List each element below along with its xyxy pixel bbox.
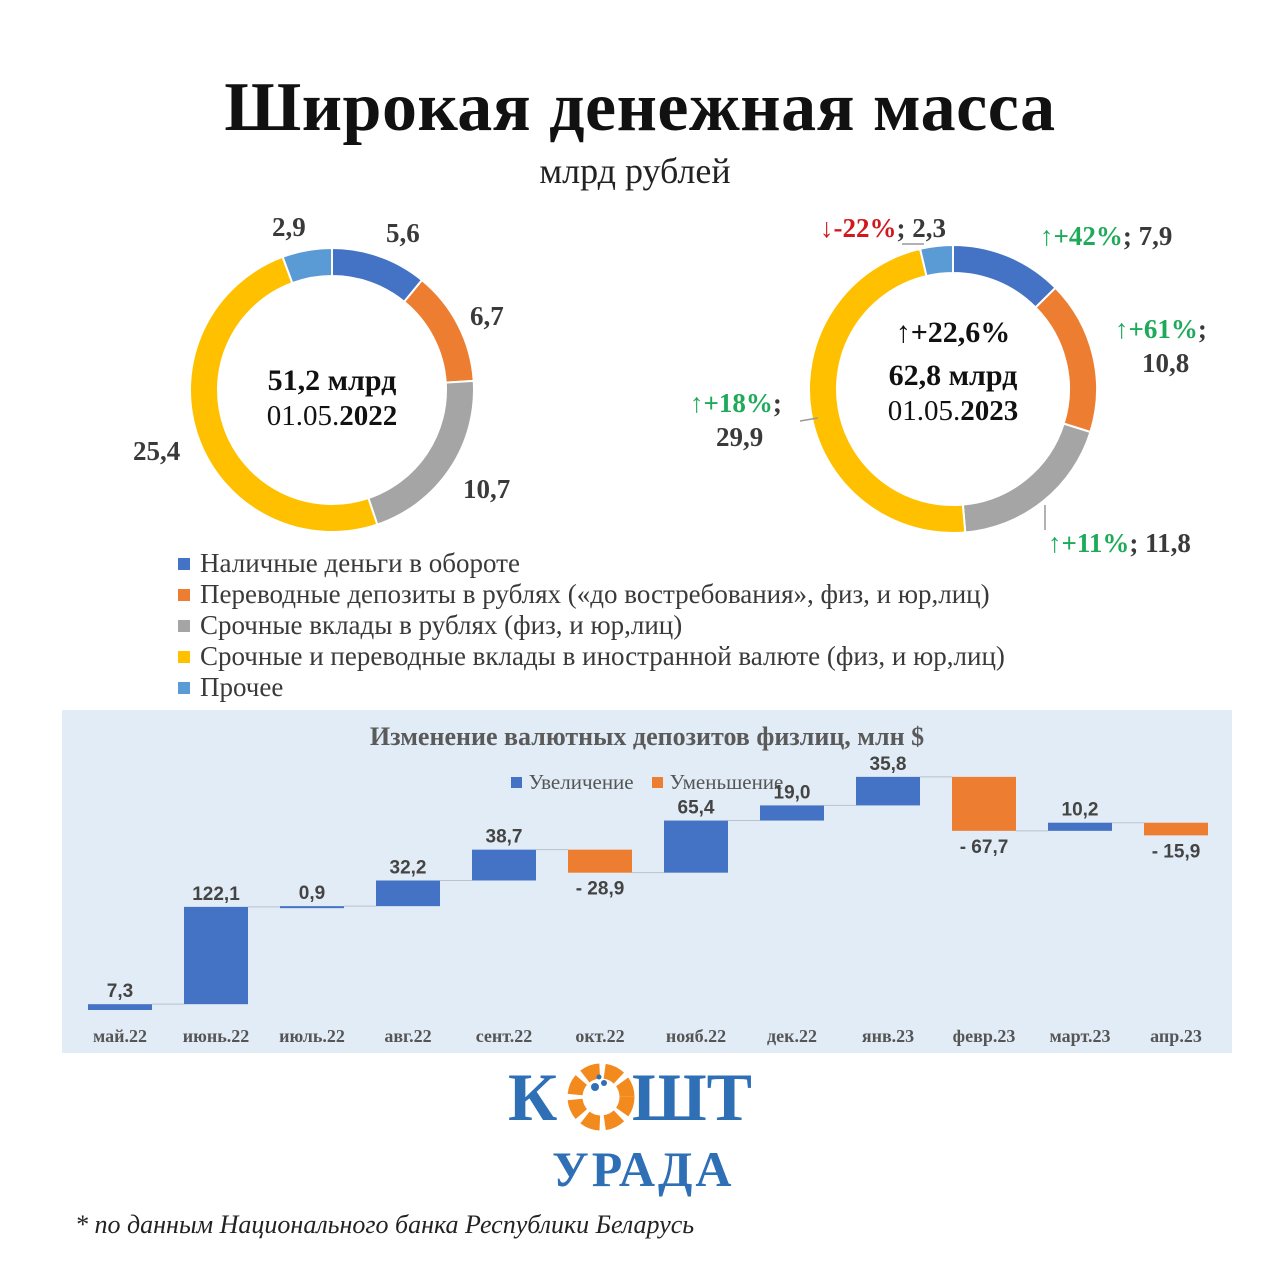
waterfall-value-label: 122,1 xyxy=(192,884,240,905)
page-subtitle: млрд рублей xyxy=(539,151,731,191)
donut-slice-other-2022 xyxy=(281,246,333,285)
waterfall-category-label: июль.22 xyxy=(279,1026,345,1046)
slice-label-cash-2022: 5,6 xyxy=(386,218,420,248)
waterfall-category-label: сент.22 xyxy=(476,1026,533,1046)
waterfall-value-label: 19,0 xyxy=(774,782,811,803)
donut-legend: Наличные деньги в обороте Переводные деп… xyxy=(178,548,1005,703)
svg-text:ШТ: ШТ xyxy=(632,1059,752,1135)
waterfall-bar-май.22 xyxy=(88,1004,152,1010)
waterfall-category-label: янв.23 xyxy=(862,1026,914,1046)
logo-wordmark: К ШТ УРАДА xyxy=(508,1059,752,1197)
waterfall-value-label: - 15,9 xyxy=(1152,841,1201,862)
slice-label-other-2023: ↓-22%; 2,3 xyxy=(820,213,946,243)
donut-slice-cash-2022 xyxy=(331,246,424,304)
waterfall-panel xyxy=(62,710,1232,1053)
donut-slice-term-2023 xyxy=(961,422,1092,534)
donut-slice-transfer-2023 xyxy=(1034,286,1098,434)
donut-2023-center-date: 01.05.2023 xyxy=(888,395,1019,427)
donut-2022-center-date: 01.05.2022 xyxy=(267,400,398,432)
waterfall-value-label: 32,2 xyxy=(390,857,427,878)
svg-text:УРАДА: УРАДА xyxy=(552,1141,734,1197)
waterfall-bar-нояб.22 xyxy=(664,820,728,873)
legend-item-transfer: Переводные депозиты в рублях («до востре… xyxy=(178,579,1005,610)
waterfall-bar-дек.22 xyxy=(760,805,824,821)
waterfall-bar-июнь.22 xyxy=(184,906,248,1005)
donut-2023-center-change: ↑+22,6% xyxy=(896,316,1011,349)
slice-label-transfer-2023-value: 10,8 xyxy=(1142,348,1189,378)
waterfall-bar-июль.22 xyxy=(280,906,344,909)
donut-slice-other-2023 xyxy=(918,243,954,278)
legend-item-decrease: Уменьшение xyxy=(651,770,784,795)
legend-item-other: Прочее xyxy=(178,672,1005,703)
waterfall-chart: 7,3 май.22 122,1 июнь.22 0,9 июль.22 32,2 авг.2… xyxy=(88,754,1208,1046)
slice-label-foreign-2023: ↑+18%; xyxy=(690,388,782,418)
waterfall-bar-авг.22 xyxy=(376,880,440,907)
legend-label: Уменьшение xyxy=(669,770,784,794)
waterfall-bar-янв.23 xyxy=(856,776,920,806)
legend-label: Срочные и переводные вклады в иностранно… xyxy=(200,641,1005,671)
legend-swatch xyxy=(178,588,190,601)
slice-label-cash-2023: ↑+42%; 7,9 xyxy=(1040,221,1172,251)
donut-2022-center-value: 51,2 млрд xyxy=(268,364,397,397)
svg-text:К: К xyxy=(508,1059,557,1135)
page-title: Широкая денежная масса xyxy=(224,69,1056,146)
donut-chart-2023: ↑+22,6% 62,8 млрд 01.05.2023 ↓-22%; 2,3 … xyxy=(690,213,1207,558)
donut-slice-foreign-2022 xyxy=(189,255,379,533)
legend-swatch xyxy=(651,777,663,788)
waterfall-category-label: авг.22 xyxy=(384,1026,431,1046)
legend-label: Переводные депозиты в рублях («до востре… xyxy=(200,579,990,609)
legend-swatch xyxy=(178,650,190,663)
legend-swatch xyxy=(178,557,190,570)
slice-label-foreign-2023-value: 29,9 xyxy=(716,422,763,452)
legend-label: Наличные деньги в обороте xyxy=(200,548,520,578)
waterfall-value-label: 35,8 xyxy=(870,754,907,775)
waterfall-value-label: - 67,7 xyxy=(960,837,1009,858)
slice-label-transfer-2022: 6,7 xyxy=(470,301,504,331)
waterfall-category-label: апр.23 xyxy=(1150,1026,1202,1046)
waterfall-value-label: - 28,9 xyxy=(576,879,625,900)
legend-item-term: Срочные вклады в рублях (физ, и юр,лиц) xyxy=(178,610,1005,641)
waterfall-value-label: 7,3 xyxy=(107,981,133,1002)
waterfall-value-label: 0,9 xyxy=(299,883,325,904)
waterfall-category-label: окт.22 xyxy=(575,1026,624,1046)
legend-item-cash: Наличные деньги в обороте xyxy=(178,548,1005,579)
legend-item-foreign: Срочные и переводные вклады в иностранно… xyxy=(178,641,1005,672)
slice-label-term-2022: 10,7 xyxy=(463,474,510,504)
waterfall-value-label: 38,7 xyxy=(486,827,523,848)
slice-label-term-2023: ↑+11%; 11,8 xyxy=(1048,528,1191,558)
legend-label: Прочее xyxy=(200,672,284,702)
legend-swatch xyxy=(178,619,190,632)
legend-swatch xyxy=(178,681,190,694)
slice-label-foreign-2022: 25,4 xyxy=(133,436,180,466)
waterfall-value-label: 65,4 xyxy=(678,798,715,819)
waterfall-value-label: 10,2 xyxy=(1062,800,1099,821)
footnote: * по данным Национального банка Республи… xyxy=(75,1210,695,1239)
legend-swatch xyxy=(510,777,522,788)
waterfall-category-label: февр.23 xyxy=(953,1026,1016,1046)
legend-item-increase: Увеличение xyxy=(510,770,634,795)
donut-slice-transfer-2022 xyxy=(402,278,475,384)
donut-slice-cash-2023 xyxy=(952,243,1057,309)
donut-2023-center-value: 62,8 млрд xyxy=(889,359,1018,392)
waterfall-bar-март.23 xyxy=(1048,822,1112,831)
kosht-urada-logo: К ШТ УРАДА xyxy=(508,1059,752,1197)
donut-slice-foreign-2023 xyxy=(808,247,967,534)
waterfall-category-label: июнь.22 xyxy=(183,1026,250,1046)
waterfall-category-label: дек.22 xyxy=(767,1026,817,1046)
waterfall-bar-окт.22 xyxy=(568,849,632,873)
waterfall-bar-февр.23 xyxy=(952,776,1016,831)
waterfall-bar-апр.23 xyxy=(1144,822,1208,836)
waterfall-title: Изменение валютных депозитов физлиц, млн… xyxy=(369,722,925,751)
waterfall-category-label: март.23 xyxy=(1050,1026,1111,1046)
slice-label-transfer-2023: ↑+61%; xyxy=(1115,314,1207,344)
donut-chart-2022: 51,2 млрд 01.05.2022 5,6 6,7 10,7 25,4 2… xyxy=(133,212,510,533)
waterfall-category-label: май.22 xyxy=(93,1026,147,1046)
legend-label: Увеличение xyxy=(528,770,634,794)
legend-label: Срочные вклады в рублях (физ, и юр,лиц) xyxy=(200,610,683,640)
slice-label-other-2022: 2,9 xyxy=(272,212,306,242)
waterfall-legend: Увеличение Уменьшение xyxy=(62,770,1232,795)
waterfall-bar-сент.22 xyxy=(472,849,536,881)
waterfall-category-label: нояб.22 xyxy=(666,1026,726,1046)
